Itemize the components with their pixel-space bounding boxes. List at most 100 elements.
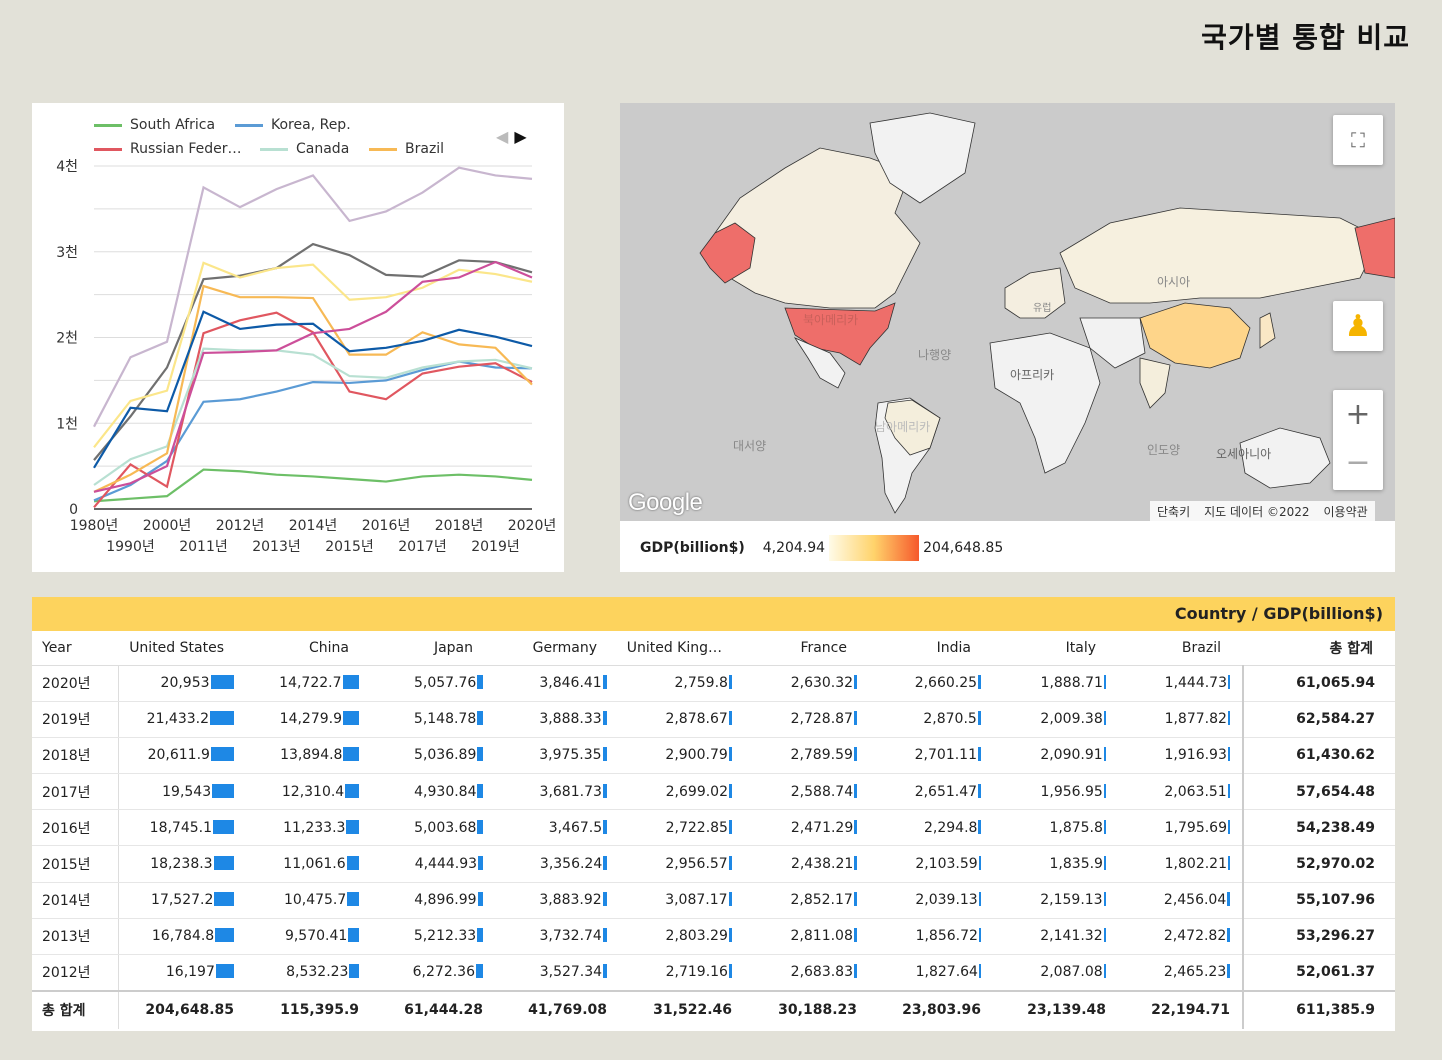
gdp-cell: 23,803.96 xyxy=(869,989,993,1029)
column-header[interactable]: France xyxy=(744,631,869,666)
gdp-value: 2,141.32 xyxy=(1040,928,1103,945)
prev-page-icon[interactable]: ◀ xyxy=(496,127,509,146)
europe-shape[interactable] xyxy=(1004,267,1066,319)
gdp-cell: 1,444.73 xyxy=(1118,665,1243,702)
usa-shape[interactable] xyxy=(784,302,896,366)
column-header[interactable]: 총 합계 xyxy=(1243,631,1395,666)
data-bar xyxy=(728,675,732,690)
legend-pager: ◀ ▶ xyxy=(496,127,527,146)
row-total-cell: 52,970.02 xyxy=(1242,845,1395,883)
data-bar xyxy=(853,711,857,726)
column-header[interactable]: Year xyxy=(32,631,118,666)
legend-item[interactable]: Canada xyxy=(260,141,349,157)
legend-item[interactable]: Russian Feder… xyxy=(94,141,242,157)
street-view-button[interactable]: ♟ xyxy=(1333,301,1383,351)
gdp-cell: 5,057.76 xyxy=(371,665,495,702)
gdp-value: 3,888.33 xyxy=(539,711,602,728)
column-header[interactable]: Italy xyxy=(993,631,1118,666)
map-data-link[interactable]: 지도 데이터 ©2022 xyxy=(1204,504,1310,519)
gdp-cell: 16,784.8 xyxy=(118,918,246,956)
map-label: 북아메리카 xyxy=(803,313,859,327)
column-header[interactable]: Germany xyxy=(495,631,619,666)
gdp-cell: 204,648.85 xyxy=(118,989,246,1029)
gdp-cell: 5,212.33 xyxy=(371,918,495,956)
gdp-cell: 10,475.7 xyxy=(246,882,371,919)
data-bar xyxy=(978,675,981,690)
column-header[interactable]: United States xyxy=(118,631,246,666)
data-bar xyxy=(1103,928,1106,943)
india-shape[interactable] xyxy=(1139,357,1171,409)
table-row: 2020년 20,953 14,722.7 5,057.76 3,846.41 2,759… xyxy=(32,665,1395,702)
terms-link[interactable]: 이용약관 xyxy=(1323,504,1368,519)
data-bar xyxy=(854,964,857,979)
column-header[interactable]: China xyxy=(246,631,371,666)
mexico-shape[interactable] xyxy=(793,337,846,389)
gdp-value: 4,896.99 xyxy=(414,892,477,909)
data-bar xyxy=(349,964,359,979)
data-bar xyxy=(1103,783,1106,798)
gdp-cell: 2,722.85 xyxy=(619,809,744,847)
fullscreen-icon: ⛶ xyxy=(1351,128,1365,152)
gdp-value: 2,900.79 xyxy=(665,747,728,764)
gdp-value: 16,197 xyxy=(165,964,215,981)
gdp-value: 3,087.17 xyxy=(665,892,728,909)
column-header[interactable]: Brazil xyxy=(1118,631,1243,666)
table-header-bar: Country / GDP(billion$) xyxy=(32,597,1395,631)
gdp-cell: 2,465.23 xyxy=(1118,954,1243,992)
data-bar xyxy=(214,892,234,907)
legend-label: Canada xyxy=(296,141,350,157)
gdp-cell: 2,039.13 xyxy=(869,882,993,919)
legend-item[interactable]: South Africa xyxy=(94,117,215,133)
africa-shape[interactable] xyxy=(989,332,1101,474)
gdp-cell: 3,732.74 xyxy=(495,918,619,956)
gdp-value: 1,827.64 xyxy=(915,964,978,981)
geo-map[interactable]: ⛶ ♟ + − 북아메리카 아시아 아프리카 남아메리카 오세아니아 유럽 대서… xyxy=(620,103,1395,521)
column-header[interactable]: Japan xyxy=(371,631,495,666)
canada-shape[interactable] xyxy=(714,147,921,309)
data-bar xyxy=(1228,819,1230,834)
data-bar xyxy=(977,711,981,726)
legend-item[interactable]: Brazil xyxy=(369,141,444,157)
gdp-cell: 30,188.23 xyxy=(744,989,869,1029)
fullscreen-button[interactable]: ⛶ xyxy=(1333,115,1383,165)
year-cell: 2012년 xyxy=(32,954,119,992)
china-shape[interactable] xyxy=(1139,302,1251,369)
data-bar xyxy=(728,856,732,871)
gdp-value: 2,789.59 xyxy=(790,747,853,764)
gdp-value: 3,846.41 xyxy=(539,675,602,692)
gdp-cell: 13,894.8 xyxy=(246,737,371,775)
next-page-icon[interactable]: ▶ xyxy=(514,127,527,146)
data-bar xyxy=(602,783,607,798)
gdp-value: 5,036.89 xyxy=(414,747,477,764)
greenland-shape[interactable] xyxy=(869,112,976,204)
gdp-value: 2,870.5 xyxy=(923,711,977,728)
column-header[interactable]: India xyxy=(869,631,993,666)
zoom-control: + − xyxy=(1333,390,1383,490)
japan-shape[interactable] xyxy=(1259,312,1276,349)
gdp-value: 13,894.8 xyxy=(280,747,343,764)
gdp-value: 2,719.16 xyxy=(665,964,728,981)
gdp-cell: 20,611.9 xyxy=(118,737,246,775)
gdp-value: 1,795.69 xyxy=(1164,819,1227,836)
data-bar xyxy=(213,856,234,871)
x-tick-label: 2011년 xyxy=(179,539,228,555)
alaska-shape[interactable] xyxy=(699,222,756,284)
data-bar xyxy=(348,928,359,943)
gdp-cell: 2,811.08 xyxy=(744,918,869,956)
gdp-value: 5,003.68 xyxy=(414,819,477,836)
column-header[interactable]: United King… xyxy=(619,631,744,666)
brazil-shape[interactable] xyxy=(884,399,941,456)
zoom-in-icon[interactable]: + xyxy=(1345,397,1371,432)
legend-item[interactable]: Korea, Rep. xyxy=(235,117,351,133)
middle-east-shape[interactable] xyxy=(1079,317,1146,369)
gdp-value: 2,683.83 xyxy=(790,964,853,981)
gdp-cell: 2,141.32 xyxy=(993,918,1118,956)
east-russia-shape[interactable] xyxy=(1354,217,1395,279)
australia-shape[interactable] xyxy=(1239,427,1331,489)
data-bar xyxy=(978,928,981,943)
zoom-out-icon[interactable]: − xyxy=(1345,445,1371,480)
shortcuts-link[interactable]: 단축키 xyxy=(1157,504,1191,519)
row-total-cell: 61,065.94 xyxy=(1242,665,1395,702)
data-bar xyxy=(1103,856,1106,871)
russia-shape[interactable] xyxy=(1059,207,1381,304)
